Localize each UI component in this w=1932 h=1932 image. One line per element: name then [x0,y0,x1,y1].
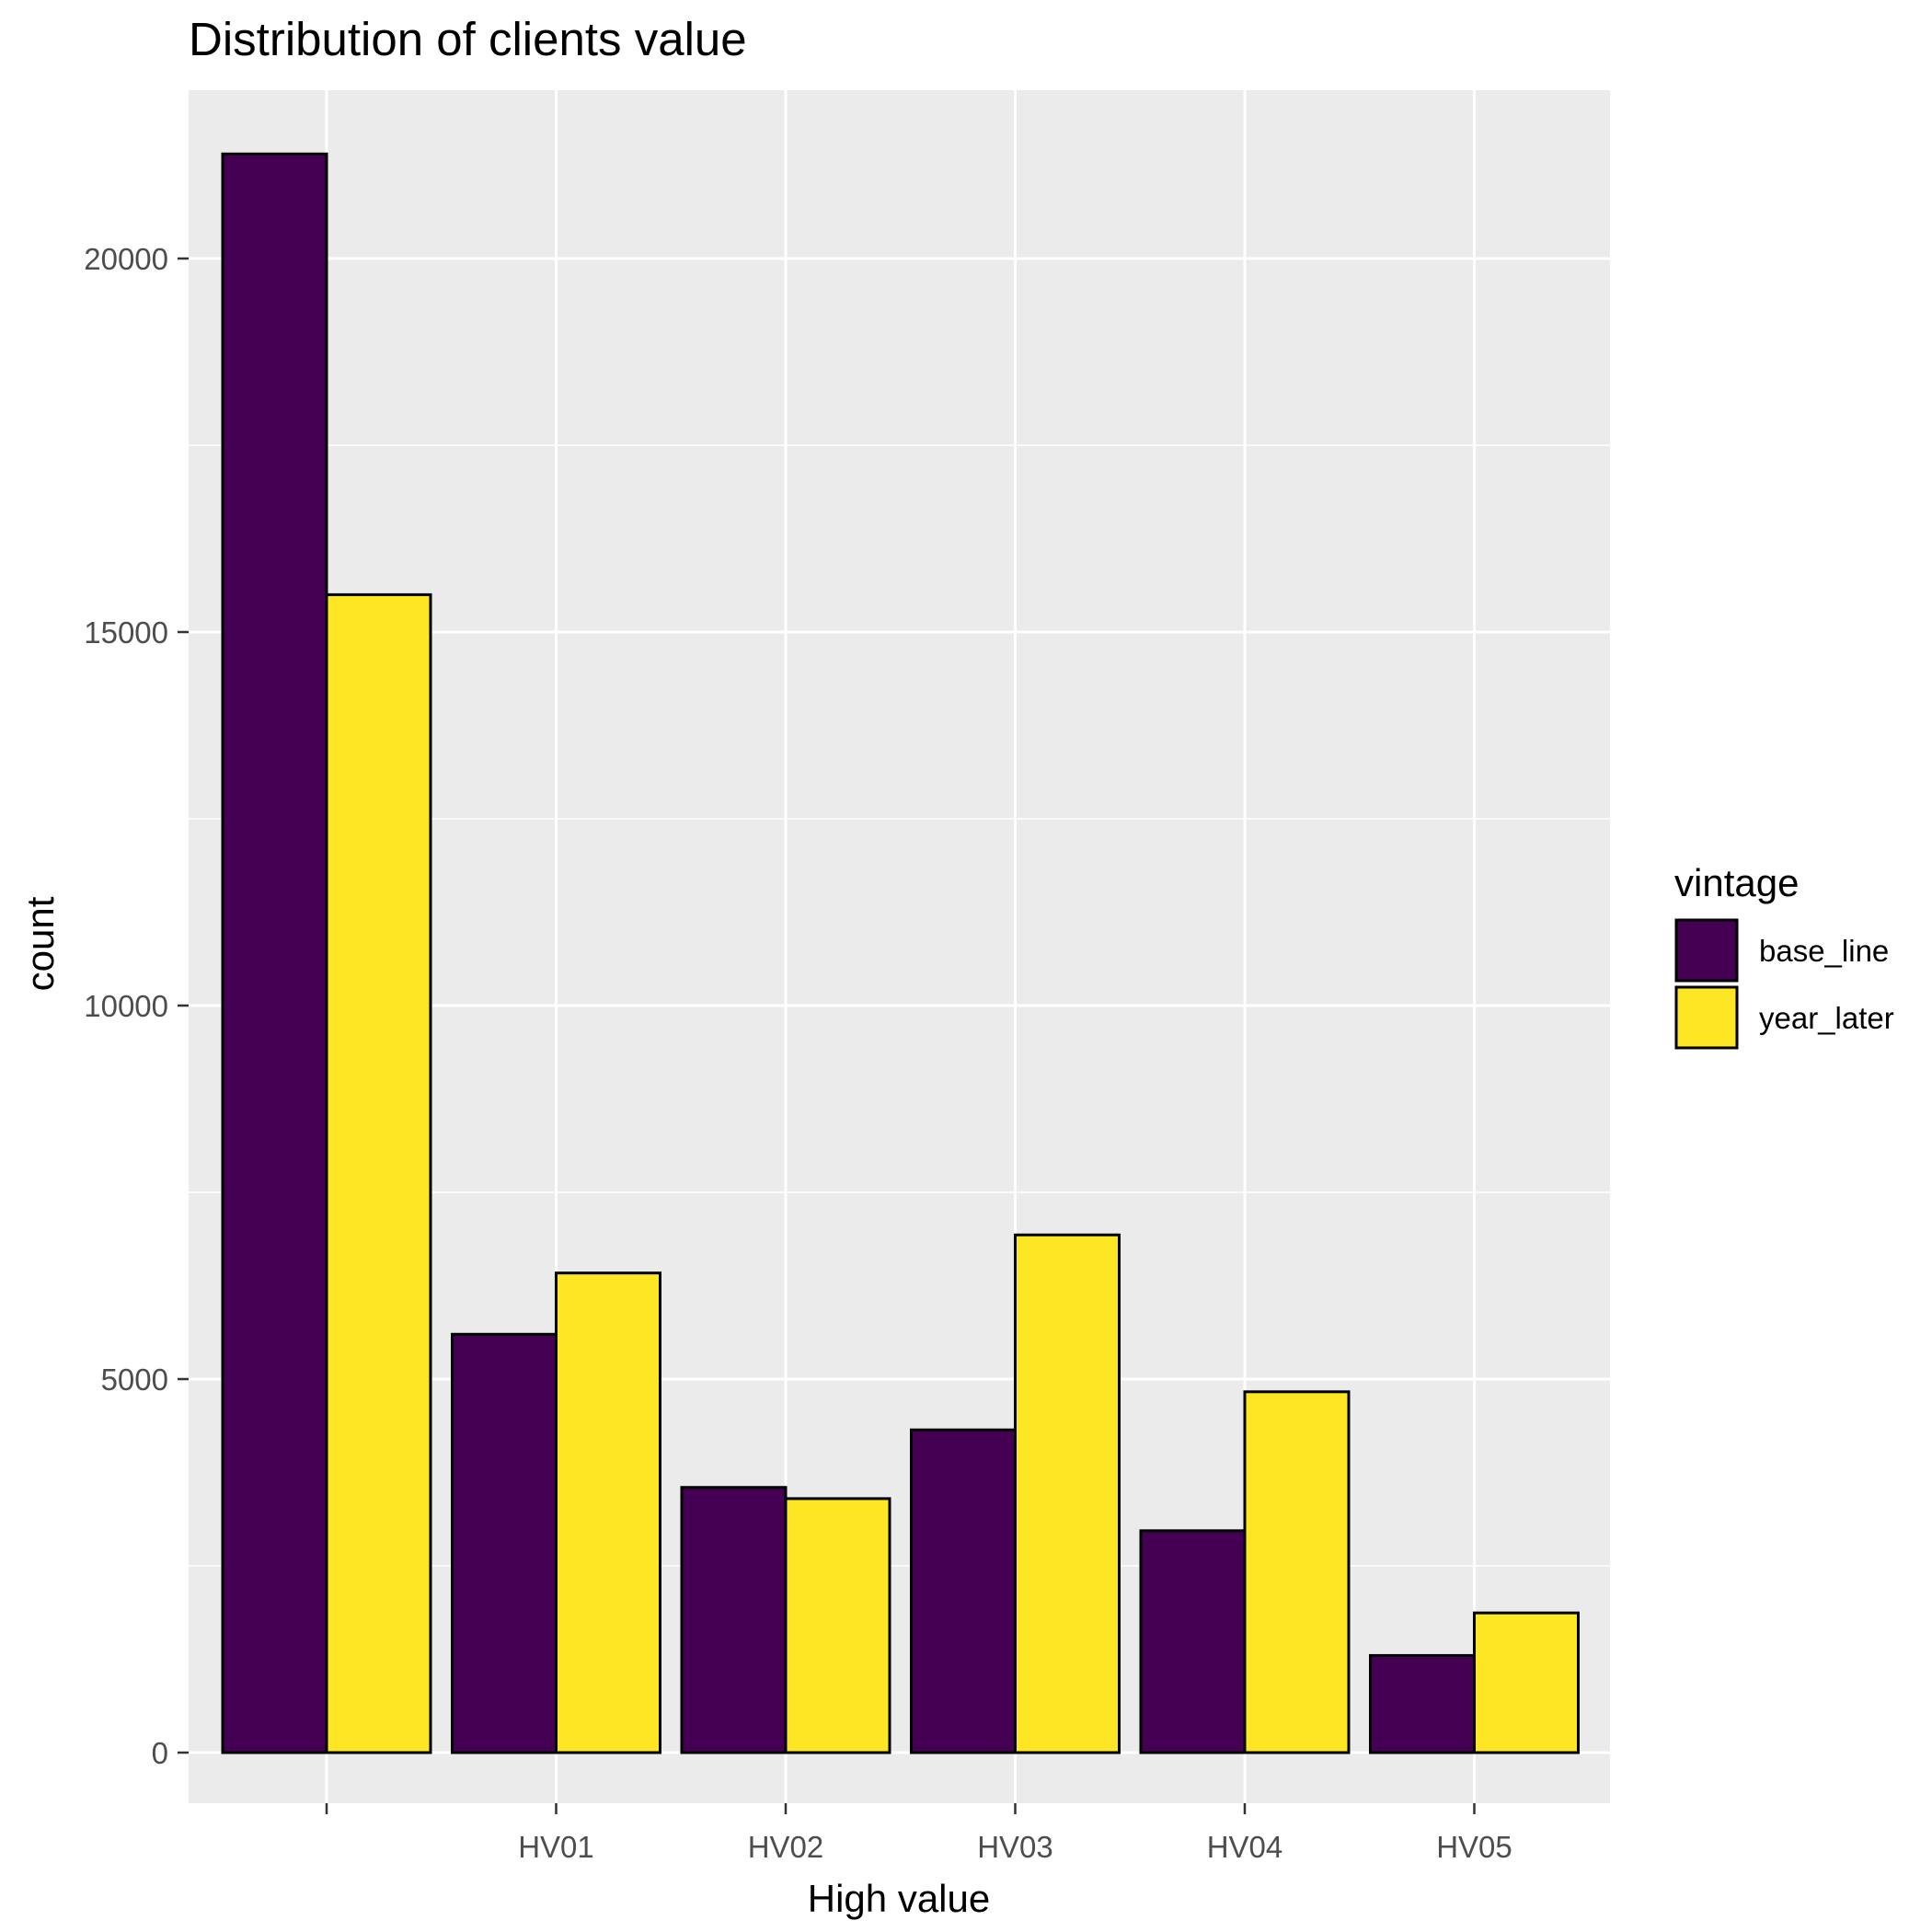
bar-base_line [1369,1653,1476,1754]
x-tick-label: HV02 [748,1830,824,1864]
legend-key-year_later [1674,985,1739,1050]
bar-year_later [555,1271,661,1754]
y-tick-label: 5000 [101,1363,168,1397]
legend: vintage base_line year_later [1674,861,1894,1050]
legend-label-base_line: base_line [1759,934,1889,968]
legend-title: vintage [1674,861,1799,904]
bar-year_later [784,1497,891,1754]
legend-key-base_line [1674,918,1739,983]
legend-label-year_later: year_later [1759,1001,1894,1035]
y-tick-label: 10000 [84,989,168,1023]
bar-base_line [451,1332,558,1754]
bar-base_line [1139,1529,1247,1754]
x-tick-label: HV04 [1207,1830,1283,1864]
bar-year_later [325,592,432,1754]
bar-base_line [221,152,328,1754]
y-tick-label: 20000 [84,242,168,276]
bar-year_later [1014,1233,1121,1754]
x-axis-title: High value [808,1877,990,1920]
y-axis-title: count [18,896,62,991]
x-tick-label: HV01 [518,1830,594,1864]
bar-year_later [1473,1611,1580,1754]
x-axis: HV01 HV02 HV03 HV04 HV05 [325,1803,1512,1864]
bar-base_line [910,1428,1017,1754]
y-tick-label: 0 [152,1736,168,1770]
bar-base_line [680,1486,788,1754]
y-axis: 0 5000 10000 15000 20000 [84,242,189,1770]
x-tick-label: HV05 [1436,1830,1512,1864]
bar-year_later [1243,1390,1351,1754]
y-tick-label: 15000 [84,615,168,650]
chart-title: Distribution of clients value [189,13,747,65]
bars [221,152,1580,1754]
x-tick-label: HV03 [977,1830,1053,1864]
